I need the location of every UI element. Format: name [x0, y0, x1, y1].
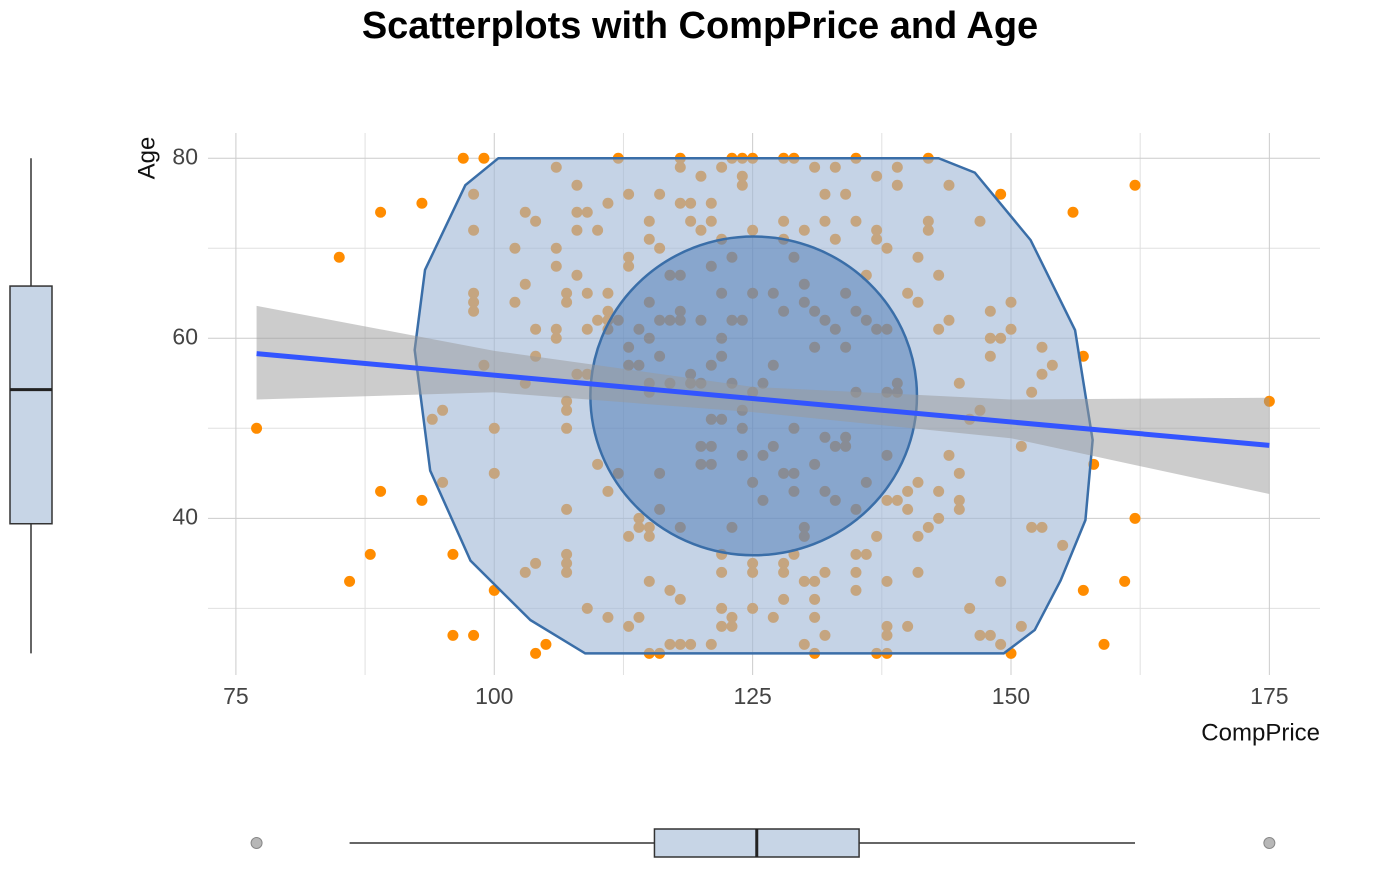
point [468, 629, 480, 641]
x-tick-label: 125 [733, 683, 771, 709]
point [447, 629, 459, 641]
box [9, 285, 53, 525]
chart-title: Scatterplots with CompPrice and Age [362, 5, 1038, 47]
point [375, 206, 387, 218]
point [1067, 206, 1079, 218]
point [333, 251, 345, 263]
y-axis-label: Age [133, 137, 160, 180]
outlier [1263, 837, 1276, 849]
point [1119, 575, 1131, 587]
y-tick-label: 80 [172, 143, 198, 169]
point [1129, 512, 1141, 524]
point [478, 152, 490, 164]
point [530, 647, 542, 659]
point [416, 197, 428, 209]
x-tick-label: 150 [992, 683, 1030, 709]
x-tick-label: 100 [475, 683, 513, 709]
point [540, 638, 552, 650]
y-tick-label: 40 [172, 503, 198, 529]
point [416, 494, 428, 506]
point [995, 188, 1007, 200]
y-tick-label: 60 [172, 323, 198, 349]
point [251, 422, 263, 434]
x-tick-label: 175 [1250, 683, 1288, 709]
regression-line [256, 351, 1270, 448]
point [1077, 584, 1089, 596]
point [1129, 179, 1141, 191]
point [457, 152, 469, 164]
x-axis-label: CompPrice [1201, 719, 1320, 746]
point [344, 575, 356, 587]
x-tick-label: 75 [223, 683, 249, 709]
point [375, 485, 387, 497]
point [1098, 638, 1110, 650]
outlier [250, 837, 263, 849]
point [447, 548, 459, 560]
point [364, 548, 376, 560]
